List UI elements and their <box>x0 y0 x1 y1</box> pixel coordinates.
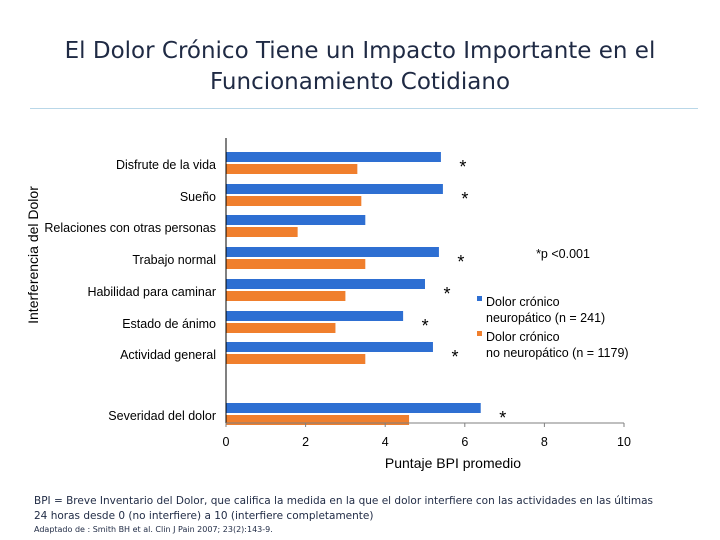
legend-entry: Dolor crónico neuropático (n = 241) <box>486 295 605 325</box>
slide-title: El Dolor Crónico Tiene un Impacto Import… <box>64 38 656 95</box>
significance-note: *p <0.001 <box>536 247 590 261</box>
footnote-reference: Adaptado de : Smith BH et al. Clin J Pai… <box>34 525 273 534</box>
legend-swatch <box>477 296 482 301</box>
bar-neuropatico <box>226 247 439 257</box>
footnote-bpi: BPI = Breve Inventario del Dolor, que ca… <box>34 495 654 522</box>
bar-neuropatico <box>226 184 443 194</box>
category-label: Actividad general <box>120 348 216 362</box>
category-label: Relaciones con otras personas <box>44 221 216 235</box>
x-tick-label: 2 <box>302 435 309 449</box>
category-label: Severidad del dolor <box>108 409 216 423</box>
significance-star: * <box>443 284 450 304</box>
x-tick-label: 10 <box>617 435 631 449</box>
bar-no-neuropatico <box>226 415 410 425</box>
significance-star: * <box>499 408 506 428</box>
bar-neuropatico <box>226 215 366 225</box>
category-label: Estado de ánimo <box>122 317 216 331</box>
bar-no-neuropatico <box>226 259 366 269</box>
x-axis-label: Puntaje BPI promedio <box>385 455 521 471</box>
legend-swatch <box>477 331 482 336</box>
title-divider <box>30 108 698 109</box>
significance-star: * <box>461 189 468 209</box>
bar-no-neuropatico <box>226 291 346 301</box>
bar-neuropatico <box>226 279 425 289</box>
x-tick-label: 8 <box>541 435 548 449</box>
legend: Dolor crónico neuropático (n = 241) Dolor … <box>477 295 629 360</box>
category-label: Disfrute de la vida <box>116 158 216 172</box>
bar-neuropatico <box>226 152 441 162</box>
bar-neuropatico <box>226 311 404 321</box>
category-label: Sueño <box>180 190 216 204</box>
significance-star: * <box>422 316 429 336</box>
x-tick-label: 0 <box>223 435 230 449</box>
x-tick-label: 6 <box>461 435 468 449</box>
bar-no-neuropatico <box>226 227 298 237</box>
category-label: Trabajo normal <box>132 253 216 267</box>
category-label: Habilidad para caminar <box>87 285 216 299</box>
bar-neuropatico <box>226 403 481 413</box>
bar-no-neuropatico <box>226 323 336 333</box>
y-axis-label: Interferencia del Dolor <box>25 186 41 324</box>
bar-no-neuropatico <box>226 196 362 206</box>
significance-star: * <box>459 157 466 177</box>
legend-entry: Dolor crónico no neuropático (n = 1179) <box>486 330 629 360</box>
bar-neuropatico <box>226 342 433 352</box>
significance-star: * <box>451 347 458 367</box>
x-tick-label: 4 <box>382 435 389 449</box>
bar-no-neuropatico <box>226 354 366 364</box>
bar-no-neuropatico <box>226 164 358 174</box>
significance-star: * <box>457 252 464 272</box>
